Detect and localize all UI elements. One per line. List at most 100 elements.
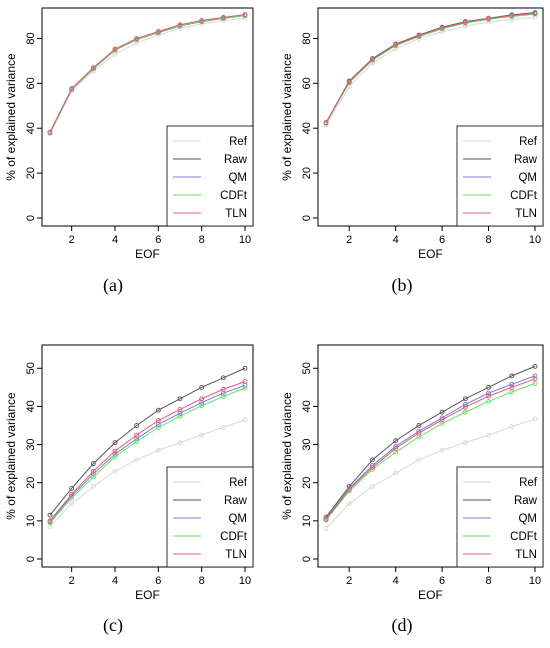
- y-axis-label: % of explained variance: [280, 392, 294, 520]
- legend-box: [166, 466, 254, 568]
- series-line-cdft: [325, 383, 536, 521]
- series-line-ref: [325, 418, 536, 529]
- legend-label-tln: TLN: [225, 208, 247, 220]
- data-point-raw: [199, 384, 205, 390]
- series-line-qm: [49, 14, 246, 133]
- data-point-tln: [177, 22, 183, 28]
- series-line-raw: [325, 365, 536, 518]
- data-point-raw: [369, 457, 375, 463]
- series-line-ref: [49, 419, 246, 527]
- y-tick-label: 60: [301, 77, 313, 89]
- y-tick-label: 30: [25, 438, 37, 450]
- legend-label-raw: Raw: [224, 154, 248, 166]
- data-point-tln: [416, 33, 422, 39]
- chart-panel-3: 2 4 6 8 10 0 10 20 30 40 50 EOF % of explained varia…: [4, 344, 254, 636]
- legend-label-tln: TLN: [225, 549, 247, 561]
- x-tick-label: 6: [439, 575, 445, 587]
- series-line-raw: [49, 15, 246, 133]
- data-point-ref: [134, 457, 140, 463]
- data-point-qm: [112, 451, 118, 457]
- plot-frame: [41, 7, 254, 227]
- data-point-ref: [462, 440, 468, 446]
- data-point-tln: [346, 487, 352, 493]
- series-line-ref: [49, 17, 246, 135]
- data-point-qm: [462, 402, 468, 407]
- legend-box: [456, 125, 544, 227]
- data-point-raw: [393, 438, 399, 444]
- data-point-tln: [134, 35, 140, 41]
- panel-caption: (b): [392, 275, 413, 296]
- legend-label-raw: Raw: [514, 154, 538, 166]
- x-axis-label: EOF: [418, 247, 443, 261]
- x-tick-label: 10: [529, 234, 541, 246]
- data-point-ref: [242, 417, 248, 423]
- y-tick-label: 0: [25, 556, 37, 562]
- data-point-ref: [486, 432, 492, 438]
- data-point-ref: [323, 526, 329, 531]
- data-point-cdft: [462, 409, 468, 415]
- legend-label-tln: TLN: [515, 549, 537, 561]
- series-line-raw: [325, 12, 536, 123]
- panel-caption: (d): [392, 615, 413, 636]
- data-point-ref: [155, 447, 161, 453]
- data-point-tln: [369, 56, 375, 62]
- panel-caption: (a): [103, 275, 123, 296]
- data-point-tln: [439, 25, 445, 31]
- legend-label-ref: Ref: [519, 477, 538, 489]
- series-line-cdft: [325, 13, 536, 124]
- data-point-tln: [155, 29, 161, 34]
- series-line-ref: [325, 16, 536, 126]
- data-point-cdft: [486, 398, 492, 404]
- series-line-tln: [49, 381, 246, 522]
- data-point-tln: [69, 86, 75, 91]
- legend-label-raw: Raw: [514, 495, 538, 507]
- y-axis-label: % of explained variance: [280, 53, 294, 181]
- y-axis-label: % of explained variance: [4, 53, 18, 181]
- data-point-raw: [532, 363, 538, 369]
- data-point-cdft: [220, 394, 226, 399]
- x-axis-label: EOF: [418, 588, 443, 602]
- y-tick-label: 20: [301, 167, 313, 179]
- legend-label-cdft: CDFt: [510, 531, 538, 543]
- data-point-tln: [462, 19, 468, 25]
- data-point-raw: [90, 461, 96, 467]
- chart-panel-1: 2 4 6 8 10 0 20 40 60 80 EOF % of explained varianc…: [4, 7, 254, 296]
- x-tick-label: 8: [199, 575, 205, 587]
- x-axis-label: EOF: [135, 247, 160, 261]
- legend-label-cdft: CDFt: [220, 190, 248, 202]
- data-point-raw: [69, 485, 75, 491]
- data-point-tln: [112, 448, 118, 454]
- data-point-tln: [393, 42, 399, 48]
- data-point-qm: [486, 390, 492, 396]
- data-point-raw: [462, 396, 468, 402]
- y-tick-label: 80: [301, 32, 313, 44]
- y-tick-label: 40: [301, 122, 313, 134]
- x-tick-label: 2: [346, 575, 352, 587]
- data-point-cdft: [155, 424, 161, 430]
- x-tick-label: 8: [199, 234, 205, 246]
- y-tick-label: 10: [301, 515, 313, 527]
- y-tick-label: 40: [25, 400, 37, 412]
- data-point-raw: [134, 423, 140, 428]
- legend-label-cdft: CDFt: [220, 531, 248, 543]
- legend-label-tln: TLN: [515, 208, 537, 220]
- data-point-ref: [90, 484, 96, 489]
- y-tick-label: 60: [25, 77, 37, 89]
- data-point-tln: [47, 518, 53, 524]
- data-point-ref: [112, 468, 118, 474]
- data-point-ref: [509, 424, 515, 430]
- series-line-cdft: [49, 387, 246, 524]
- legend-label-qm: QM: [228, 513, 247, 525]
- x-tick-label: 4: [112, 575, 118, 587]
- x-tick-label: 8: [485, 234, 491, 246]
- data-point-ref: [369, 484, 375, 489]
- data-point-tln: [346, 79, 352, 85]
- data-point-ref: [177, 440, 183, 446]
- data-point-tln: [134, 432, 140, 438]
- y-tick-label: 40: [25, 122, 37, 134]
- x-tick-label: 8: [485, 575, 491, 587]
- legend-box: [166, 125, 254, 227]
- series-line-qm: [49, 384, 246, 522]
- data-point-tln: [509, 13, 515, 19]
- data-point-cdft: [134, 439, 140, 444]
